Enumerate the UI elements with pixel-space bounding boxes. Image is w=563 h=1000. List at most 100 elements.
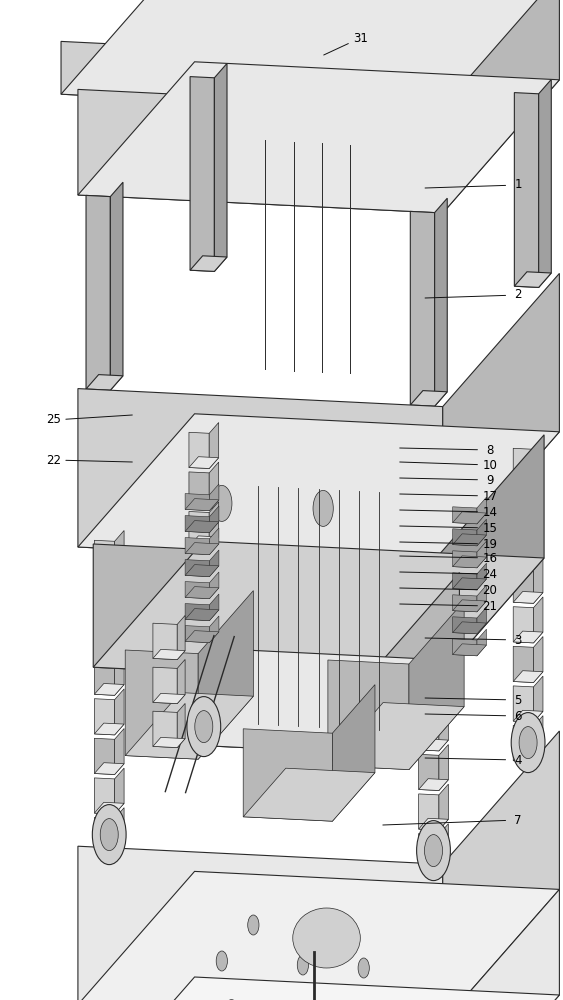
Circle shape: [216, 951, 227, 971]
Polygon shape: [95, 540, 115, 576]
Polygon shape: [534, 716, 543, 762]
Polygon shape: [439, 546, 448, 592]
Polygon shape: [93, 541, 544, 684]
Text: 9: 9: [486, 474, 494, 487]
Polygon shape: [177, 703, 185, 748]
Polygon shape: [209, 502, 218, 548]
Text: 8: 8: [486, 444, 494, 456]
Polygon shape: [419, 596, 439, 632]
Polygon shape: [409, 601, 464, 770]
Polygon shape: [115, 808, 124, 854]
Polygon shape: [515, 272, 551, 287]
Polygon shape: [439, 744, 448, 790]
Text: 14: 14: [482, 506, 497, 518]
Polygon shape: [434, 435, 544, 684]
Text: 19: 19: [482, 538, 497, 550]
Polygon shape: [443, 731, 560, 1000]
Polygon shape: [185, 499, 219, 511]
Polygon shape: [189, 734, 218, 746]
Circle shape: [195, 711, 213, 743]
Polygon shape: [115, 610, 124, 656]
Polygon shape: [189, 591, 209, 627]
Polygon shape: [435, 198, 447, 406]
Polygon shape: [513, 567, 534, 603]
Polygon shape: [439, 784, 448, 830]
Circle shape: [248, 915, 259, 935]
Polygon shape: [189, 472, 209, 508]
Polygon shape: [115, 530, 124, 576]
Polygon shape: [153, 667, 177, 704]
Circle shape: [519, 727, 537, 759]
Polygon shape: [189, 551, 209, 587]
Polygon shape: [177, 615, 185, 660]
Polygon shape: [419, 675, 439, 711]
Text: 24: 24: [482, 567, 497, 580]
Polygon shape: [419, 754, 439, 790]
Polygon shape: [95, 659, 115, 695]
Polygon shape: [419, 858, 448, 870]
Text: 21: 21: [482, 599, 497, 612]
Polygon shape: [332, 685, 375, 821]
Polygon shape: [453, 556, 486, 568]
Polygon shape: [419, 700, 448, 711]
Polygon shape: [419, 556, 439, 592]
Polygon shape: [185, 560, 209, 577]
Text: 10: 10: [482, 459, 497, 472]
Polygon shape: [185, 565, 219, 577]
Polygon shape: [515, 93, 539, 287]
Polygon shape: [95, 565, 124, 576]
Polygon shape: [534, 557, 543, 603]
Polygon shape: [439, 626, 448, 672]
Polygon shape: [185, 587, 219, 599]
Polygon shape: [185, 609, 219, 621]
Polygon shape: [189, 457, 218, 468]
Polygon shape: [453, 622, 486, 634]
Text: 15: 15: [482, 522, 497, 534]
Polygon shape: [86, 195, 110, 390]
Polygon shape: [115, 570, 124, 616]
Polygon shape: [534, 438, 543, 484]
Polygon shape: [453, 507, 477, 524]
Polygon shape: [163, 650, 459, 754]
Polygon shape: [453, 617, 477, 634]
Polygon shape: [78, 871, 560, 1000]
Polygon shape: [419, 739, 448, 751]
Polygon shape: [78, 846, 443, 1000]
Polygon shape: [453, 573, 477, 590]
Polygon shape: [534, 676, 543, 722]
Polygon shape: [185, 538, 209, 555]
Polygon shape: [513, 750, 543, 762]
Polygon shape: [453, 512, 486, 524]
Polygon shape: [209, 462, 218, 508]
Polygon shape: [115, 649, 124, 695]
Polygon shape: [513, 726, 534, 762]
Polygon shape: [61, 41, 450, 113]
Polygon shape: [513, 671, 543, 682]
Polygon shape: [419, 660, 448, 672]
Polygon shape: [477, 497, 486, 524]
Polygon shape: [189, 670, 209, 706]
Polygon shape: [115, 689, 124, 735]
Polygon shape: [185, 521, 219, 533]
Polygon shape: [534, 597, 543, 643]
Polygon shape: [477, 519, 486, 546]
Circle shape: [92, 805, 126, 865]
Polygon shape: [539, 79, 551, 287]
Polygon shape: [110, 182, 123, 390]
Polygon shape: [185, 543, 219, 555]
Polygon shape: [78, 62, 560, 213]
Polygon shape: [513, 552, 543, 564]
Polygon shape: [95, 842, 124, 854]
Polygon shape: [189, 496, 218, 508]
Polygon shape: [93, 544, 434, 684]
Polygon shape: [477, 629, 486, 656]
Polygon shape: [189, 576, 218, 587]
Circle shape: [425, 835, 443, 867]
Polygon shape: [209, 541, 218, 587]
Polygon shape: [185, 494, 209, 511]
Text: 1: 1: [514, 178, 522, 192]
Polygon shape: [419, 715, 439, 751]
Polygon shape: [189, 432, 209, 468]
Polygon shape: [534, 637, 543, 682]
Text: 7: 7: [514, 813, 522, 826]
